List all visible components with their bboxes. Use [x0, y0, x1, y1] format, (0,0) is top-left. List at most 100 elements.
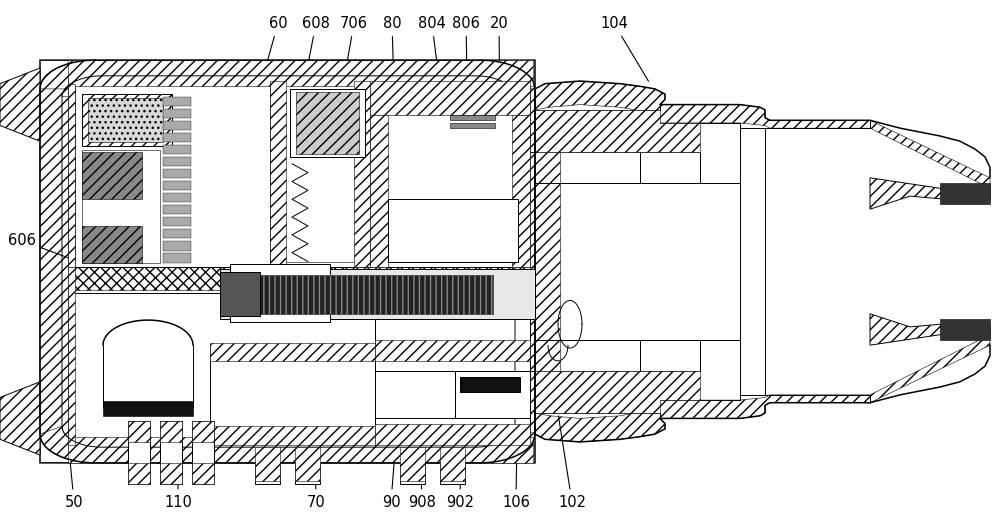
Bar: [375, 371, 455, 418]
Polygon shape: [475, 60, 535, 463]
Bar: [68, 293, 528, 445]
Bar: [400, 445, 425, 484]
Bar: [82, 226, 142, 263]
Polygon shape: [68, 84, 75, 267]
Text: 102: 102: [558, 416, 586, 509]
Bar: [163, 205, 191, 214]
Bar: [354, 81, 370, 267]
Bar: [370, 81, 530, 267]
Text: 90: 90: [382, 416, 400, 509]
Bar: [163, 169, 191, 178]
Bar: [230, 264, 330, 322]
Bar: [192, 421, 214, 484]
Bar: [160, 463, 182, 484]
Polygon shape: [870, 178, 990, 209]
Bar: [163, 229, 191, 238]
Bar: [103, 401, 193, 416]
Bar: [192, 421, 214, 442]
Polygon shape: [535, 110, 700, 152]
Bar: [82, 94, 172, 146]
Bar: [375, 319, 530, 445]
Bar: [128, 421, 150, 484]
Bar: [220, 269, 535, 319]
Bar: [295, 445, 320, 484]
Polygon shape: [535, 81, 990, 442]
Bar: [535, 183, 740, 340]
Text: 110: 110: [164, 445, 192, 509]
Bar: [163, 193, 191, 202]
Bar: [278, 85, 360, 262]
Bar: [160, 421, 182, 442]
Bar: [450, 123, 495, 128]
Bar: [535, 152, 560, 371]
Bar: [255, 447, 280, 481]
Text: 608: 608: [301, 16, 330, 102]
Bar: [270, 81, 370, 267]
Bar: [295, 447, 320, 481]
Text: 706: 706: [338, 16, 368, 110]
Bar: [440, 447, 465, 481]
Bar: [68, 78, 528, 445]
Text: 902: 902: [446, 379, 474, 509]
Bar: [128, 463, 150, 484]
Polygon shape: [68, 267, 535, 290]
Bar: [163, 253, 191, 263]
Text: 70: 70: [307, 445, 325, 509]
Polygon shape: [40, 60, 535, 97]
Bar: [370, 81, 530, 115]
Polygon shape: [68, 267, 75, 445]
Text: 80: 80: [383, 16, 401, 118]
Bar: [75, 81, 275, 267]
Bar: [258, 275, 493, 314]
Bar: [163, 217, 191, 226]
Bar: [296, 92, 359, 154]
Text: 20: 20: [490, 16, 508, 123]
Bar: [160, 421, 182, 484]
Bar: [450, 115, 495, 120]
Bar: [220, 272, 260, 316]
Bar: [460, 377, 520, 392]
Bar: [163, 241, 191, 251]
Text: 106: 106: [502, 363, 530, 509]
Text: 806: 806: [452, 16, 480, 128]
Bar: [163, 109, 191, 118]
Bar: [163, 133, 191, 142]
Polygon shape: [535, 371, 700, 413]
Bar: [210, 343, 375, 361]
Polygon shape: [40, 60, 515, 463]
Polygon shape: [870, 314, 990, 345]
Bar: [68, 437, 533, 463]
Bar: [88, 98, 163, 142]
Bar: [370, 115, 388, 267]
Bar: [258, 275, 493, 314]
Polygon shape: [0, 382, 40, 455]
Bar: [163, 145, 191, 154]
Text: 60: 60: [259, 16, 287, 92]
Polygon shape: [40, 60, 535, 463]
Bar: [82, 152, 142, 199]
Polygon shape: [0, 68, 40, 141]
Bar: [210, 426, 375, 445]
Bar: [400, 447, 425, 481]
Polygon shape: [535, 81, 990, 188]
Bar: [163, 181, 191, 190]
Text: 50: 50: [65, 442, 83, 509]
Bar: [255, 445, 280, 484]
Bar: [210, 345, 375, 445]
Text: 104: 104: [600, 16, 649, 81]
Bar: [68, 60, 533, 86]
Bar: [388, 199, 518, 262]
Bar: [128, 421, 150, 442]
FancyBboxPatch shape: [40, 60, 535, 463]
Bar: [163, 97, 191, 106]
Bar: [163, 121, 191, 130]
Text: 606: 606: [8, 233, 89, 266]
Bar: [455, 371, 530, 418]
Bar: [192, 463, 214, 484]
Bar: [940, 319, 990, 340]
Bar: [290, 89, 365, 157]
Bar: [82, 150, 160, 263]
Bar: [375, 424, 530, 445]
Bar: [940, 183, 990, 204]
Text: 908: 908: [408, 447, 436, 509]
